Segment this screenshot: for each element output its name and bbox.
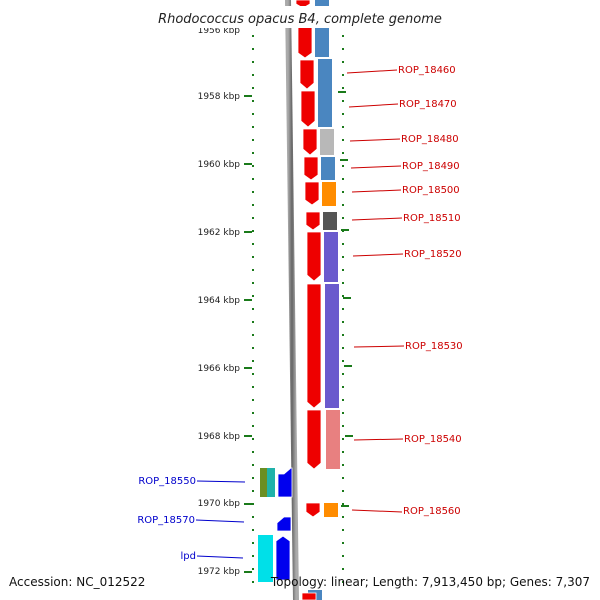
cog-track bbox=[308, 0, 340, 600]
gene-label-ROP_18500[interactable]: ROP_18500 bbox=[402, 185, 460, 196]
kbp-label-1958: 1958 kbp bbox=[198, 92, 241, 102]
gene-label-ROP_18560[interactable]: ROP_18560 bbox=[403, 506, 461, 517]
accession-text: Accession: NC_012522 bbox=[9, 575, 146, 589]
kbp-label-1964: 1964 kbp bbox=[198, 296, 241, 306]
gene-label-lpd[interactable]: lpd bbox=[181, 551, 196, 562]
kbp-label-1972: 1972 kbp bbox=[198, 567, 241, 577]
forward-arrow-ROP_18480[interactable] bbox=[302, 128, 318, 156]
reverse-cog-track bbox=[258, 468, 275, 582]
gene-label-ROP_18480[interactable]: ROP_18480 bbox=[401, 134, 459, 145]
forward-arrow-ROP_18520[interactable] bbox=[306, 231, 322, 282]
gene-label-ROP_18510[interactable]: ROP_18510 bbox=[403, 213, 461, 224]
forward-arrow-ROP_18530[interactable] bbox=[306, 283, 322, 409]
kbp-label-1960: 1960 kbp bbox=[198, 160, 241, 170]
gene-label-ROP_18550[interactable]: ROP_18550 bbox=[138, 476, 196, 487]
reverse-strand-genes bbox=[275, 467, 293, 581]
kbp-label-1962: 1962 kbp bbox=[198, 228, 241, 238]
forward-arrow-ROP_18500[interactable] bbox=[304, 181, 320, 206]
reverse-arrow-ROP_18570[interactable] bbox=[276, 516, 292, 532]
kbp-labels: 1956 kbp 1958 kbp 1960 kbp 1962 kbp 1964… bbox=[198, 26, 241, 577]
forward-arrow-ROP_18470[interactable] bbox=[300, 90, 316, 128]
map-title: Rhodococcus opacus B4, complete genome bbox=[158, 12, 442, 27]
kbp-label-1966: 1966 kbp bbox=[198, 364, 241, 374]
forward-arrow-bottom[interactable] bbox=[301, 592, 317, 600]
forward-gene-labels: ROP_18460 ROP_18470 ROP_18480 ROP_18490 … bbox=[346, 65, 463, 517]
kbp-label-1956: 1956 kbp bbox=[198, 26, 241, 36]
forward-arrow-ROP_18490[interactable] bbox=[303, 156, 319, 181]
gene-label-ROP_18490[interactable]: ROP_18490 bbox=[402, 161, 460, 172]
genome-backbone bbox=[285, 0, 299, 600]
gene-label-ROP_18470[interactable]: ROP_18470 bbox=[399, 99, 457, 110]
reverse-arrow-lpd[interactable] bbox=[275, 535, 291, 581]
kbp-label-1970: 1970 kbp bbox=[198, 499, 241, 509]
gene-label-ROP_18570[interactable]: ROP_18570 bbox=[137, 515, 195, 526]
left-major-ticks bbox=[244, 95, 252, 573]
forward-arrow-ROP_18560[interactable] bbox=[305, 502, 321, 518]
gene-label-ROP_18530[interactable]: ROP_18530 bbox=[405, 341, 463, 352]
forward-arrow-ROP_18510[interactable] bbox=[305, 211, 321, 231]
title-background bbox=[148, 6, 452, 28]
forward-arrow-ROP_18540[interactable] bbox=[306, 409, 322, 470]
gene-label-ROP_18540[interactable]: ROP_18540 bbox=[404, 434, 462, 445]
gene-label-ROP_18520[interactable]: ROP_18520 bbox=[404, 249, 462, 260]
forward-arrow-ROP_18460[interactable] bbox=[299, 59, 315, 90]
topology-text: Topology: linear; Length: 7,913,450 bp; … bbox=[270, 575, 590, 589]
reverse-gene-labels: ROP_18550 ROP_18570 lpd bbox=[137, 476, 246, 562]
reverse-arrow-ROP_18550[interactable] bbox=[277, 467, 293, 498]
forward-strand-genes bbox=[295, 0, 322, 600]
gene-label-ROP_18460[interactable]: ROP_18460 bbox=[398, 65, 456, 76]
kbp-label-1968: 1968 kbp bbox=[198, 432, 241, 442]
right-major-ticks bbox=[338, 91, 353, 507]
